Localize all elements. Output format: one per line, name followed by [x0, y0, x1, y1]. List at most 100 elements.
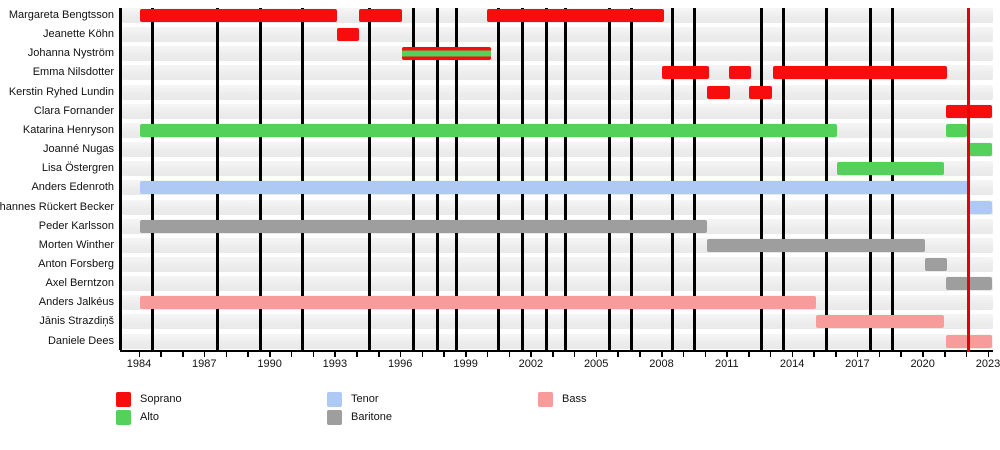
x-axis-tick-label: 2023 [975, 358, 1000, 370]
row-band [122, 276, 993, 292]
current-time-line [966, 8, 970, 352]
x-axis-tick [552, 352, 554, 357]
y-axis-line [118, 8, 122, 350]
x-axis-tick [203, 352, 206, 357]
x-axis-tick [530, 352, 532, 357]
event-marker-line [564, 8, 568, 350]
row-band [122, 314, 993, 330]
x-axis-tick [247, 352, 249, 357]
event-marker-line [455, 8, 459, 350]
membership-bar-soprano [337, 28, 359, 42]
x-axis-tick [465, 352, 467, 357]
membership-bar-tenor [140, 181, 968, 195]
membership-bar-soprano [748, 85, 773, 99]
membership-bar-alto [140, 123, 837, 137]
x-axis-tick [486, 352, 489, 357]
member-name-label: Joanné Nugas [43, 143, 114, 156]
x-axis-tick [639, 352, 641, 357]
x-axis-tick [791, 352, 794, 357]
x-axis-tick-label: 1999 [453, 358, 478, 370]
x-axis-tick [182, 352, 184, 357]
member-name-label: Lisa Östergren [41, 162, 114, 175]
event-marker-line [368, 8, 372, 350]
legend-swatch-soprano [116, 392, 131, 407]
legend-label: Soprano [140, 393, 182, 405]
legend-label: Tenor [351, 393, 379, 405]
row-band [122, 103, 993, 119]
row-band [122, 256, 993, 272]
legend-swatch-baritone [327, 410, 342, 425]
x-axis-tick-label: 1984 [126, 358, 152, 370]
x-axis-tick-label: 2020 [910, 358, 935, 370]
membership-bar-soprano-alto [402, 47, 491, 61]
event-marker-line [435, 8, 439, 350]
row-band [122, 161, 993, 177]
event-marker-line [150, 8, 154, 350]
member-name-label: Jeanette Köhn [43, 28, 114, 41]
x-axis-tick [508, 352, 511, 357]
membership-bar-bass [816, 315, 945, 329]
x-axis-tick [769, 352, 772, 357]
member-name-label: Peder Karlsson [38, 219, 114, 232]
member-name-label: Jānis Strazdiņš [39, 315, 114, 328]
membership-bar-soprano [358, 9, 403, 22]
event-marker-line [520, 8, 524, 350]
x-axis-tick [835, 352, 837, 357]
x-axis-tick [378, 352, 380, 357]
x-axis-tick [269, 352, 271, 357]
membership-bar-soprano [772, 66, 947, 80]
event-marker-line [760, 8, 764, 350]
x-axis-tick-label: 2011 [714, 358, 739, 370]
row-band [122, 142, 993, 158]
membership-bar-alto [968, 143, 993, 157]
x-axis-tick [334, 352, 336, 357]
x-axis-tick-label: 1990 [257, 358, 282, 370]
membership-bar-soprano [487, 9, 664, 22]
x-axis-tick [900, 352, 902, 357]
x-axis-tick [399, 352, 402, 357]
row-band [122, 333, 993, 349]
event-marker-line [259, 8, 263, 350]
event-marker-line [629, 8, 633, 350]
membership-bar-baritone [924, 257, 947, 271]
row-band [122, 199, 993, 215]
x-axis-tick-label: 2002 [518, 358, 544, 370]
membership-bar-baritone [140, 219, 708, 233]
legend-label: Alto [140, 411, 159, 423]
x-axis-tick-label: 2005 [583, 358, 609, 370]
x-axis-tick [160, 352, 162, 357]
x-axis-tick [748, 352, 750, 357]
x-axis-tick [138, 352, 141, 357]
membership-bar-soprano [661, 66, 710, 80]
member-name-label: Daniele Dees [47, 334, 114, 347]
legend-label: Bass [562, 393, 587, 405]
event-marker-line [890, 8, 894, 350]
event-marker-line [825, 8, 829, 350]
member-name-label: Clara Fornander [33, 104, 114, 117]
x-axis-tick [965, 352, 968, 357]
row-band [122, 27, 993, 43]
member-name-label: Anders Jalkéus [38, 296, 114, 309]
x-axis-tick-label: 2017 [845, 358, 870, 370]
x-axis-tick [290, 352, 293, 357]
row-band [122, 84, 993, 100]
x-axis-tick-label: 1987 [192, 358, 217, 370]
event-marker-line [670, 8, 674, 350]
event-marker-line [544, 8, 548, 350]
row-band [122, 46, 993, 62]
member-name-label: Morten Winther [38, 238, 114, 251]
event-marker-line [215, 8, 219, 350]
event-marker-line [300, 8, 304, 350]
member-name-label: Kerstin Ryhed Lundin [8, 85, 114, 98]
event-marker-line [692, 8, 696, 350]
x-axis-tick [443, 352, 445, 357]
x-axis-tick [421, 352, 424, 357]
x-axis-tick-label: 1993 [322, 358, 348, 370]
event-marker-line [411, 8, 415, 350]
x-axis-tick [682, 352, 685, 357]
event-marker-line [607, 8, 611, 350]
x-axis-tick [312, 352, 315, 357]
x-axis-tick [573, 352, 576, 357]
legend-label: Baritone [351, 411, 392, 423]
